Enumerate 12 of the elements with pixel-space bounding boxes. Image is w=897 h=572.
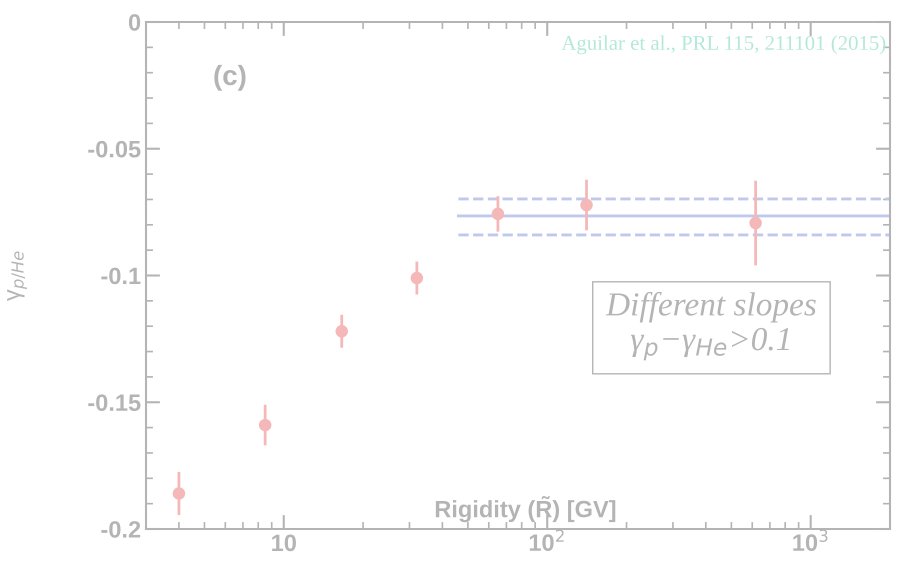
annotation: Aguilar et al., PRL 115, 211101 (2015) [562, 35, 886, 54]
y-tick-label: -0.1 [101, 268, 140, 284]
y-axis-title: γ$_{p/He}$ [7, 251, 27, 302]
x-tick-label: 10$^{2}$ [530, 529, 564, 552]
y-tick-label: 0 [128, 14, 140, 31]
x-tick-label: 10 [272, 534, 296, 552]
annotation: (c) [214, 64, 246, 91]
x-axis-title: Rigidity (R̃) [GV] [436, 496, 616, 522]
y-tick-label: -0.15 [88, 394, 140, 412]
annotation: Different slopes γ$_{p}$−γ$_{He}$>0.1 [606, 292, 816, 360]
y-tick-label: -0.2 [101, 521, 140, 538]
y-tick-label: -0.05 [88, 140, 140, 158]
